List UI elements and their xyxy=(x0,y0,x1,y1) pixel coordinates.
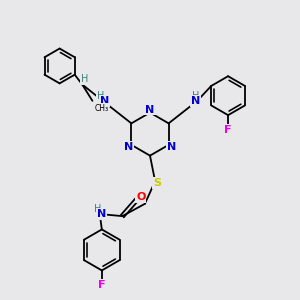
Text: O: O xyxy=(136,192,146,202)
Text: N: N xyxy=(97,209,106,219)
Text: H: H xyxy=(192,91,199,101)
Text: S: S xyxy=(153,178,161,188)
Text: N: N xyxy=(100,96,109,106)
Text: N: N xyxy=(124,142,133,152)
Text: H: H xyxy=(97,91,104,101)
Text: H: H xyxy=(94,204,101,214)
Text: F: F xyxy=(224,124,232,134)
Text: N: N xyxy=(167,142,176,152)
Text: CH₃: CH₃ xyxy=(94,104,109,113)
Text: N: N xyxy=(146,104,154,115)
Text: H: H xyxy=(80,74,88,84)
Text: N: N xyxy=(191,96,200,106)
Text: F: F xyxy=(98,280,106,290)
